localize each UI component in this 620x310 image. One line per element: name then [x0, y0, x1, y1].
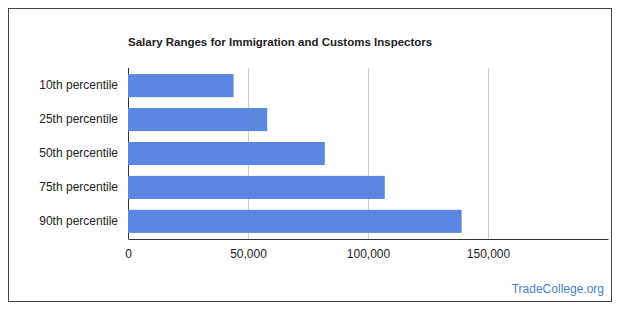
chart: 0 50,000 100,000 150,000 10th percentile 25th… — [0, 0, 620, 310]
y-tick-label: 25th percentile — [39, 112, 118, 126]
x-tick-label: 100,000 — [347, 247, 391, 261]
x-axis: 0 50,000 100,000 150,000 — [125, 239, 608, 261]
x-axis-line — [129, 239, 609, 240]
annotation: TradeCollege.org — [512, 282, 604, 296]
bar — [128, 176, 385, 199]
y-tick-label: 90th percentile — [39, 214, 118, 228]
bar — [128, 142, 325, 165]
bar — [128, 74, 234, 97]
y-tick-label: 75th percentile — [39, 180, 118, 194]
grid — [129, 68, 489, 239]
x-tick: 100,000 — [347, 239, 391, 261]
y-tick-label: 10th percentile — [39, 78, 118, 92]
y-tick: 10th percentile — [39, 78, 118, 92]
x-tick-label: 0 — [125, 247, 132, 261]
bars — [128, 74, 462, 233]
bar — [128, 108, 267, 131]
y-tick-label: 50th percentile — [39, 146, 118, 160]
title: Salary Ranges for Immigration and Custom… — [128, 36, 432, 48]
bar — [128, 210, 462, 233]
grid-line — [488, 68, 489, 239]
y-tick: 75th percentile — [39, 180, 118, 194]
x-tick-label: 150,000 — [467, 247, 511, 261]
x-tick-label: 50,000 — [230, 247, 267, 261]
x-tick: 150,000 — [467, 239, 511, 261]
x-tick: 0 — [125, 239, 132, 261]
x-tick: 50,000 — [230, 239, 267, 261]
frame — [9, 9, 612, 302]
y-tick: 25th percentile — [39, 112, 118, 126]
y-axis: 10th percentile 25th percentile 50th perce… — [39, 78, 118, 228]
y-tick: 90th percentile — [39, 214, 118, 228]
y-tick: 50th percentile — [39, 146, 118, 160]
